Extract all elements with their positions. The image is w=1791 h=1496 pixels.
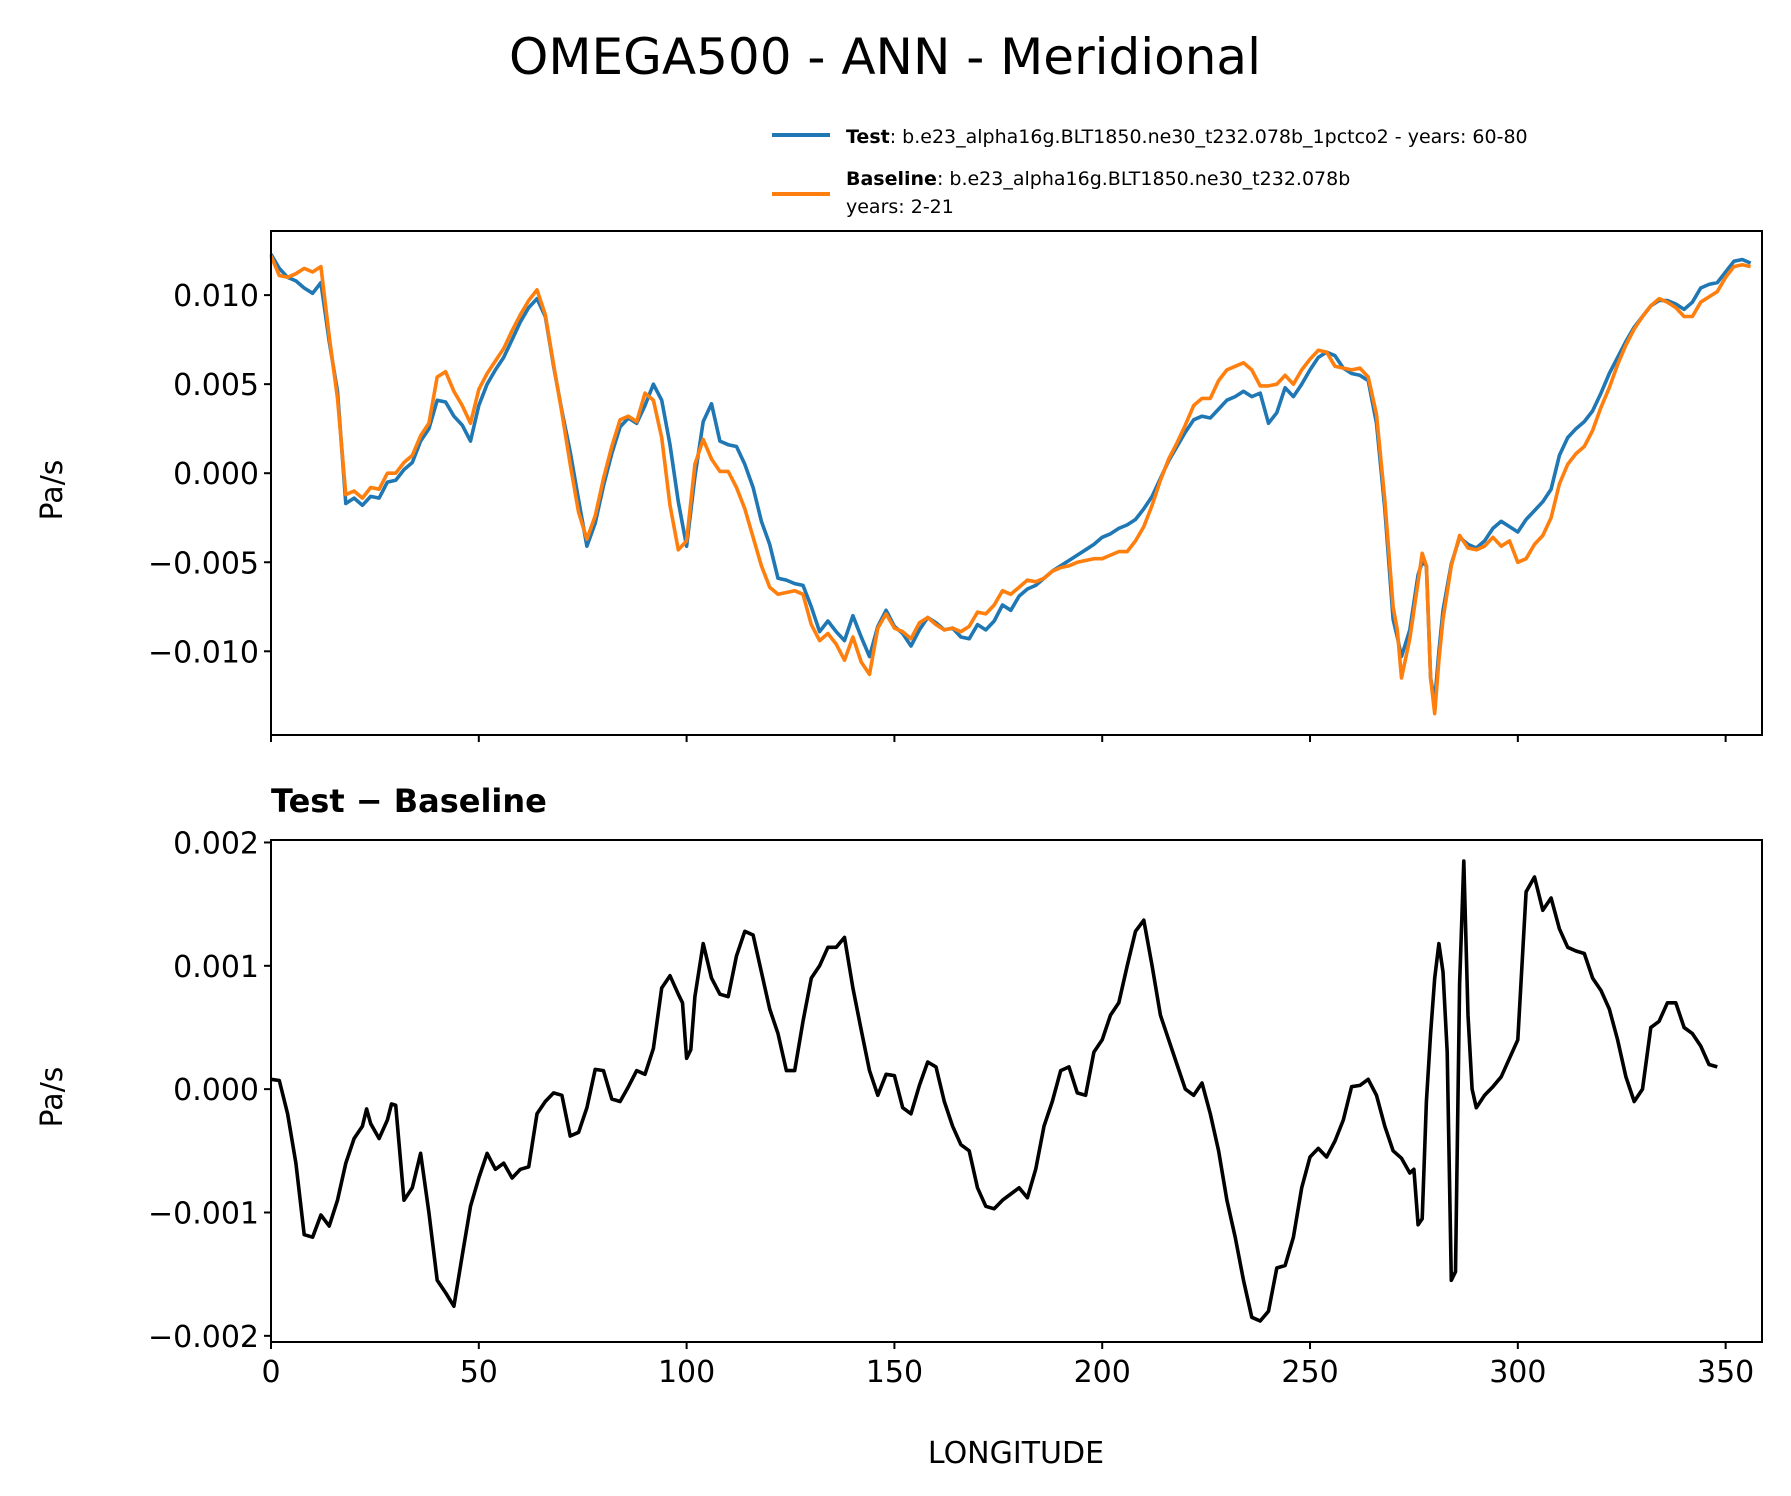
y-tick-label: 0.005 bbox=[173, 368, 259, 403]
series-line-test bbox=[269, 253, 1752, 703]
y-tick-label: −0.005 bbox=[148, 546, 259, 581]
legend-test-text: Test: b.e23_alpha16g.BLT1850.ne30_t232.0… bbox=[846, 126, 1528, 148]
top-y-axis-label: Pa/s bbox=[35, 460, 70, 521]
series-line-test-baseline bbox=[270, 859, 1718, 1323]
x-tick-label: 200 bbox=[1074, 1355, 1131, 1390]
diff-panel-title: Test − Baseline bbox=[271, 782, 547, 820]
x-tick-label: 150 bbox=[866, 1355, 923, 1390]
y-tick-label: 0.010 bbox=[173, 279, 259, 314]
y-tick-label: 0.000 bbox=[173, 457, 259, 492]
bottom-y-axis-label: Pa/s bbox=[35, 1067, 70, 1128]
legend-baseline-years: years: 2-21 bbox=[846, 196, 954, 218]
x-tick-label: 350 bbox=[1697, 1355, 1754, 1390]
y-tick-label: −0.001 bbox=[148, 1196, 259, 1231]
y-tick-label: −0.002 bbox=[148, 1320, 259, 1355]
y-tick-label: −0.010 bbox=[148, 635, 259, 670]
legend-baseline-text: Baseline: b.e23_alpha16g.BLT1850.ne30_t2… bbox=[846, 168, 1350, 190]
y-tick-label: 0.000 bbox=[173, 1073, 259, 1108]
legend: Test: b.e23_alpha16g.BLT1850.ne30_t232.0… bbox=[772, 126, 1528, 218]
x-tick-label: 100 bbox=[658, 1355, 715, 1390]
y-tick-label: 0.002 bbox=[173, 826, 259, 861]
figure-title: OMEGA500 - ANN - Meridional bbox=[509, 28, 1261, 86]
x-tick-label: 250 bbox=[1281, 1355, 1338, 1390]
y-tick-label: 0.001 bbox=[173, 950, 259, 985]
series-line-baseline bbox=[269, 255, 1751, 716]
top-panel: 0.010 0.005 0.000 −0.005 −0.010 bbox=[148, 230, 1763, 742]
x-tick-label: 0 bbox=[261, 1355, 280, 1390]
x-tick-label: 300 bbox=[1489, 1355, 1546, 1390]
x-tick-label: 50 bbox=[460, 1355, 498, 1390]
x-axis-label: LONGITUDE bbox=[928, 1436, 1104, 1471]
axes-frame bbox=[270, 230, 1763, 736]
axes-frame bbox=[270, 839, 1763, 1343]
